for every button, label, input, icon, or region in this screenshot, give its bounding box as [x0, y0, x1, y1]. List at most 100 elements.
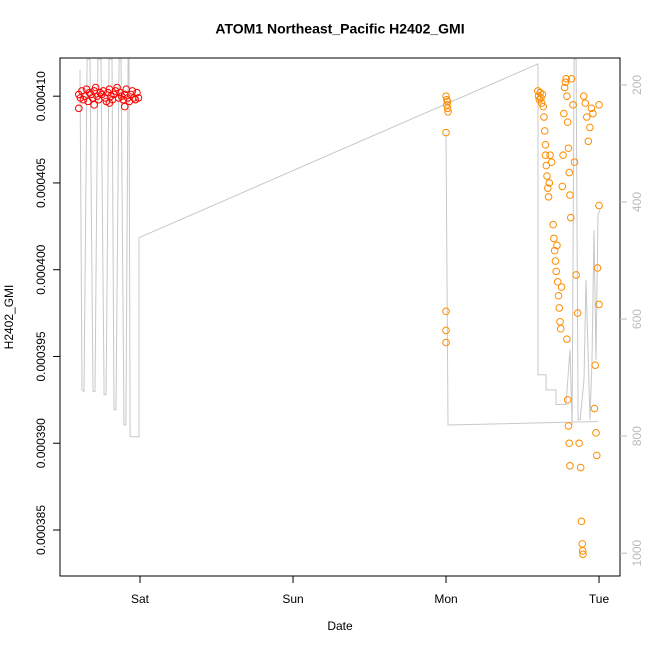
y2-tick-label: 800	[630, 426, 644, 446]
point	[567, 75, 576, 83]
x-tick-label: Tue	[589, 592, 610, 606]
point	[556, 324, 565, 333]
point	[555, 304, 564, 312]
point	[552, 267, 560, 276]
point	[565, 439, 574, 448]
point	[442, 128, 450, 137]
y-tick-label: 0.000390	[34, 418, 48, 468]
y-axis-label: H2402_GMI	[2, 285, 16, 350]
point	[549, 220, 557, 229]
point	[579, 92, 588, 100]
point	[128, 87, 137, 95]
point	[592, 451, 601, 460]
point	[561, 78, 570, 87]
plot-area	[75, 58, 603, 559]
point	[537, 99, 546, 107]
point	[554, 291, 563, 300]
point	[442, 101, 451, 109]
point	[589, 109, 597, 118]
point	[564, 144, 573, 153]
point	[534, 92, 543, 100]
y2-tick-label: 200	[630, 75, 644, 95]
point	[540, 127, 549, 135]
point	[590, 404, 599, 413]
point	[565, 168, 574, 177]
point	[566, 191, 574, 199]
point	[576, 463, 585, 472]
point	[587, 104, 596, 113]
point	[541, 151, 550, 159]
point	[560, 109, 568, 118]
point	[550, 234, 558, 243]
point	[536, 88, 544, 97]
point	[120, 102, 129, 111]
point	[543, 184, 552, 192]
point	[442, 92, 450, 100]
point	[569, 101, 577, 109]
point	[578, 547, 587, 555]
y-tick-label: 0.000385	[34, 505, 48, 555]
point	[556, 317, 564, 326]
y-tick-label: 0.000410	[34, 71, 48, 121]
point	[563, 92, 571, 100]
point	[573, 309, 582, 317]
y-tick-label: 0.000395	[34, 331, 48, 381]
point	[563, 118, 572, 127]
point	[591, 361, 600, 369]
point	[575, 439, 583, 448]
point	[539, 102, 547, 111]
point	[538, 90, 547, 99]
point	[442, 326, 450, 335]
point	[79, 95, 88, 104]
point	[579, 550, 587, 559]
point	[553, 278, 562, 286]
point	[563, 335, 571, 343]
point	[560, 83, 569, 92]
point	[562, 75, 570, 83]
point	[572, 271, 580, 279]
plot-frame	[59, 57, 621, 577]
point	[545, 179, 554, 187]
point	[442, 338, 450, 347]
point	[577, 517, 586, 526]
point	[595, 300, 603, 309]
x-tick-label: Mon	[434, 592, 457, 606]
x-tick-label: Sun	[282, 592, 303, 606]
point	[116, 88, 124, 97]
point	[91, 83, 100, 92]
point	[566, 462, 574, 470]
point	[564, 422, 573, 430]
point	[537, 94, 545, 102]
point	[105, 99, 114, 107]
y-tick-label: 0.000405	[34, 158, 48, 208]
point	[595, 101, 603, 109]
point	[442, 307, 450, 316]
point	[553, 241, 561, 250]
line	[79, 58, 601, 438]
point	[582, 113, 591, 121]
y2-tick-label: 1000	[630, 540, 644, 567]
point	[75, 104, 83, 113]
point	[134, 94, 143, 102]
point	[570, 158, 579, 166]
point	[546, 151, 554, 159]
point	[584, 137, 593, 146]
point	[557, 283, 566, 291]
point	[566, 213, 575, 222]
point	[541, 140, 550, 149]
point	[563, 396, 572, 404]
chart-title: ATOM1 Northeast_Pacific H2402_GMI	[215, 21, 464, 37]
x-tick-label: Sat	[131, 592, 150, 606]
point	[443, 104, 452, 113]
point	[595, 201, 603, 210]
point	[558, 182, 567, 191]
point	[593, 264, 602, 272]
point	[542, 161, 551, 170]
point	[543, 172, 551, 180]
point	[90, 101, 98, 109]
point	[578, 540, 587, 548]
point	[540, 113, 548, 121]
point	[133, 88, 141, 97]
point	[592, 429, 600, 437]
